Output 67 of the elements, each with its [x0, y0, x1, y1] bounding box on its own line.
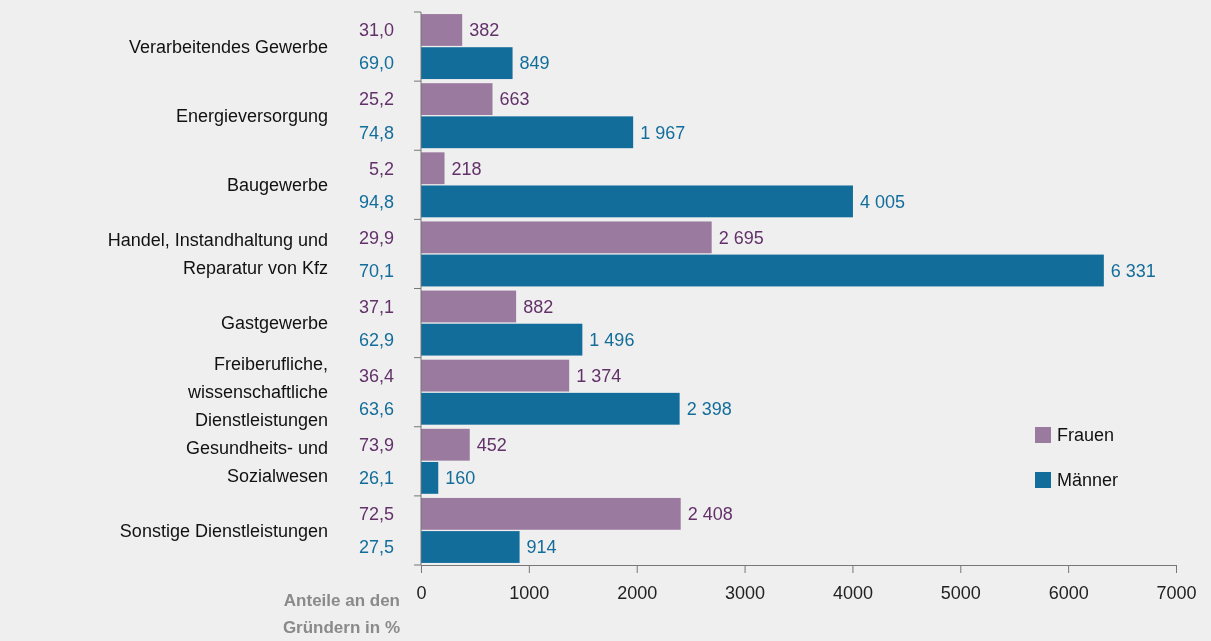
data-label: 914 — [526, 537, 557, 558]
y-tick-label: Baugewerbe — [226, 175, 328, 196]
data-label: 382 — [469, 20, 500, 41]
bar — [421, 461, 439, 494]
x-tick-label: 6000 — [1048, 583, 1089, 604]
y-tick-label: Handel, Instandhaltung und Reparatur von Kfz — [107, 230, 328, 279]
text: 37,1 — [358, 296, 394, 317]
x-tick-label: 0 — [416, 583, 427, 604]
data-label: 1 496 — [589, 329, 635, 350]
bar — [421, 290, 517, 323]
data-label: 849 — [519, 53, 550, 74]
y-tick-label: Freiberufliche, wissenschaftliche Dienstleistungen — [186, 354, 328, 431]
data-label: 218 — [451, 158, 482, 179]
text: 70,1 — [358, 260, 394, 281]
text: 69,0 — [358, 53, 394, 74]
data-label: 4 005 — [859, 191, 906, 212]
text: 74,8 — [358, 122, 394, 143]
text: 29,9 — [358, 227, 394, 248]
bar — [421, 83, 493, 116]
text: Anteile an den Gründern in % — [282, 591, 400, 637]
legend-label: Frauen — [1057, 425, 1115, 446]
data-label: 452 — [476, 435, 507, 456]
text: 73,9 — [358, 435, 394, 456]
y-tick-label: Gastgewerbe — [220, 313, 328, 334]
y-tick-label: Sonstige Dienstleistungen — [119, 520, 328, 541]
text: 62,9 — [358, 329, 394, 350]
bar — [421, 152, 445, 185]
text: 25,2 — [358, 89, 394, 110]
y-tick-label: Energieversorgung — [175, 105, 328, 126]
legend-label: Männer — [1057, 470, 1119, 491]
y-tick-label: Gesundheits- und Sozialwesen — [185, 437, 328, 486]
text: 94,8 — [358, 191, 394, 212]
bar — [421, 185, 853, 218]
x-tick-label: 2000 — [617, 583, 658, 604]
data-label: 2 695 — [718, 227, 764, 248]
x-tick-label: 7000 — [1156, 583, 1197, 604]
text: 27,5 — [358, 537, 394, 558]
data-label: 2 408 — [687, 504, 733, 525]
text: 63,6 — [358, 399, 394, 420]
text: 26,1 — [358, 468, 394, 489]
text: 72,5 — [358, 504, 394, 525]
x-tick-label: 1000 — [509, 583, 550, 604]
data-label: 1 374 — [576, 365, 622, 386]
bar — [421, 323, 583, 356]
data-label: 2 398 — [686, 399, 732, 420]
x-tick-label: 5000 — [940, 583, 981, 604]
y-tick-label: Verarbeitendes Gewerbe — [128, 36, 328, 57]
bar — [421, 359, 570, 392]
bar — [421, 497, 681, 530]
bar — [421, 47, 513, 80]
bar — [421, 221, 712, 254]
text: 36,4 — [358, 365, 394, 386]
x-tick-label: 3000 — [725, 583, 766, 604]
bar — [421, 116, 634, 149]
data-label: 1 967 — [640, 122, 686, 143]
data-label: 160 — [445, 468, 476, 489]
x-tick-label: 4000 — [832, 583, 873, 604]
text: 31,0 — [358, 20, 394, 41]
bar — [421, 14, 463, 46]
bar — [421, 428, 470, 461]
data-label: 663 — [499, 89, 530, 110]
data-label: 6 331 — [1110, 260, 1156, 281]
bar — [421, 254, 1104, 287]
bar — [421, 531, 520, 563]
bar — [421, 392, 680, 425]
text: 5,2 — [368, 158, 394, 179]
data-label: 882 — [523, 296, 554, 317]
